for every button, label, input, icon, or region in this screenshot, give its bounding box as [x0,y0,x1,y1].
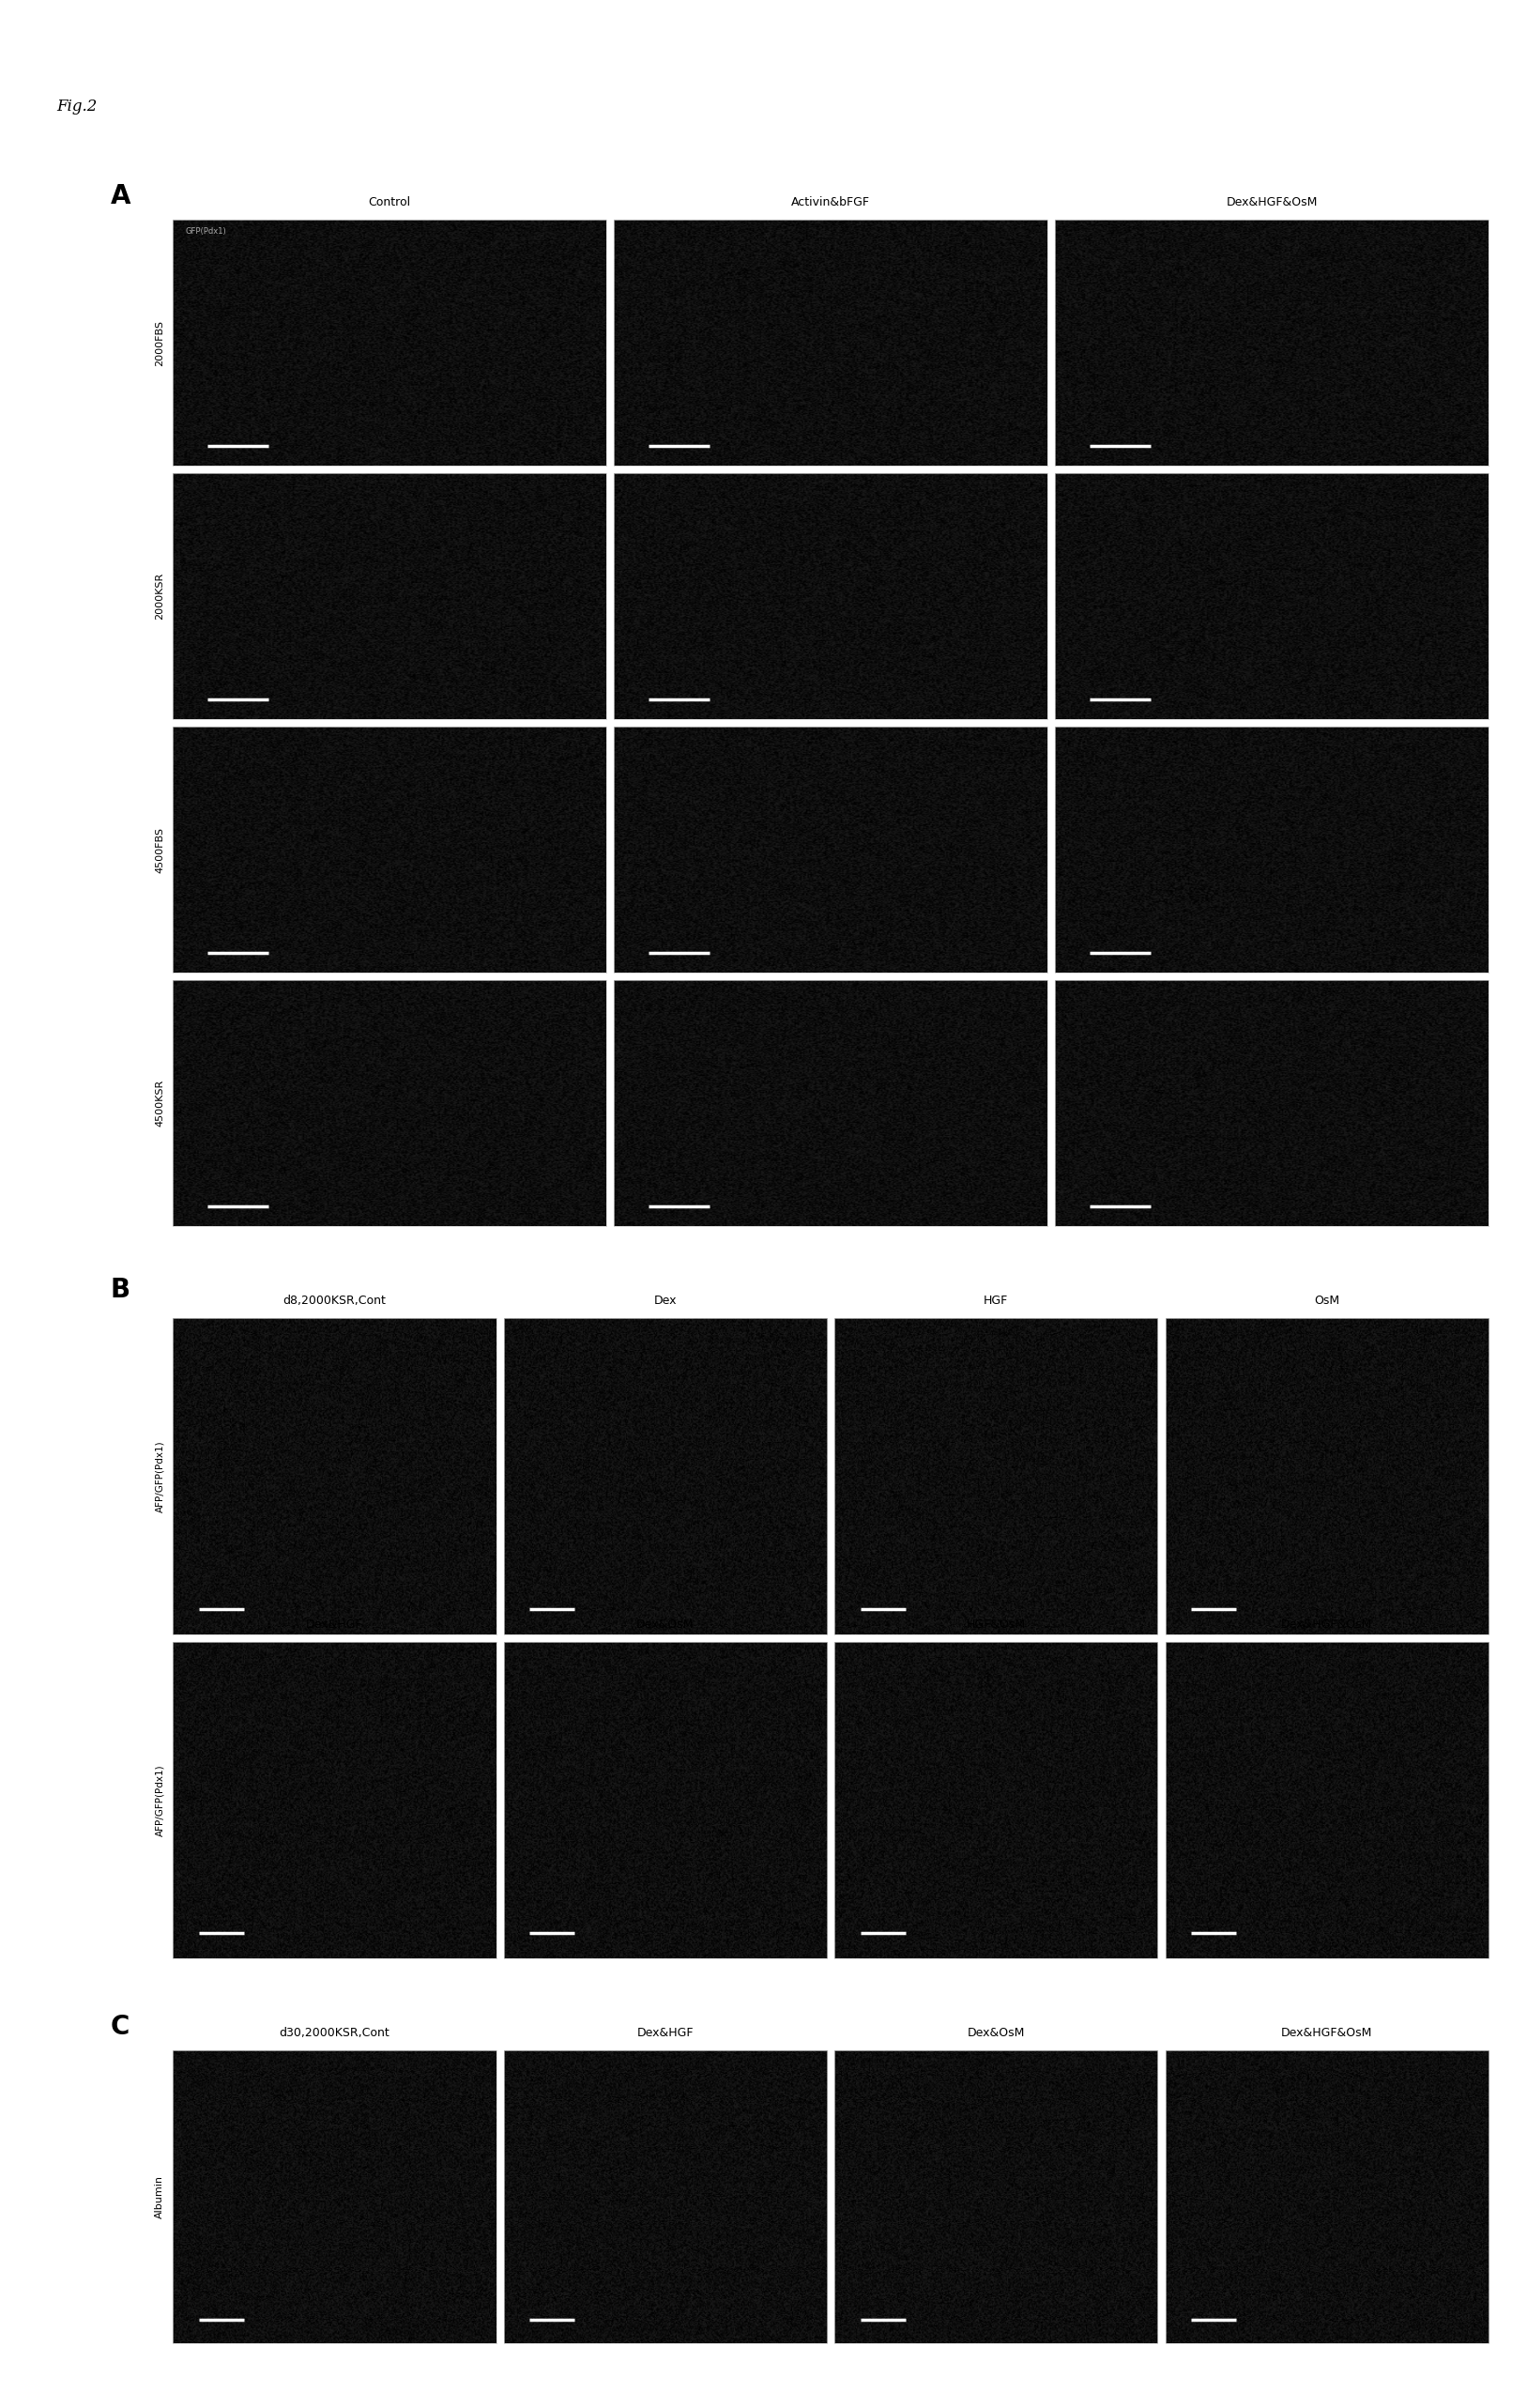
Text: Activin&bFGF: Activin&bFGF [791,195,870,209]
Text: Fig.2: Fig.2 [56,99,98,116]
Text: 4500FBS: 4500FBS [154,826,165,872]
Text: AFP/GFP(Pdx1): AFP/GFP(Pdx1) [154,1765,165,1837]
Text: Dex&HGF: Dex&HGF [637,2028,693,2040]
Text: AFP/GFP(Pdx1): AFP/GFP(Pdx1) [154,1440,165,1512]
Text: d8,2000KSR,Cont: d8,2000KSR,Cont [282,1296,386,1308]
Text: d30,2000KSR,Cont: d30,2000KSR,Cont [279,2028,389,2040]
Text: OsM: OsM [1315,1296,1339,1308]
Text: HGF&OsM: HGF&OsM [967,1618,1026,1630]
Text: Control: Control [368,195,411,209]
Text: Dex&HGF&OsM: Dex&HGF&OsM [1226,195,1318,209]
Text: 2000KSR: 2000KSR [154,573,165,619]
Text: A: A [111,183,131,209]
Text: Albumin: Albumin [154,2174,165,2218]
Text: HGF: HGF [983,1296,1008,1308]
Text: Dex&OsM: Dex&OsM [967,2028,1025,2040]
Text: Dex&HGF&OsM: Dex&HGF&OsM [1281,2028,1373,2040]
Text: GFP(Pdx1): GFP(Pdx1) [186,226,228,236]
Text: 4500KSR: 4500KSR [154,1079,165,1127]
Text: B: B [111,1276,131,1303]
Text: Dex&HGF&OsM: Dex&HGF&OsM [1281,1618,1373,1630]
Text: Dex&OsM: Dex&OsM [637,1618,693,1630]
Text: Dex: Dex [654,1296,676,1308]
Text: Dex&HGF: Dex&HGF [305,1618,363,1630]
Text: C: C [111,2013,130,2040]
Text: 2000FBS: 2000FBS [154,320,165,366]
